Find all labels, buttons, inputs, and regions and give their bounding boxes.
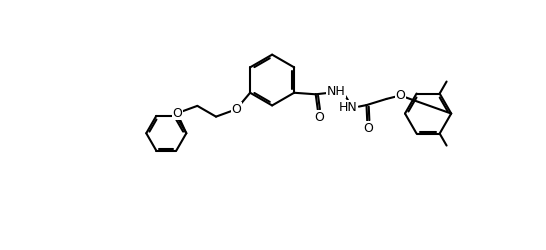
Text: O: O <box>395 88 405 102</box>
Text: O: O <box>314 111 324 124</box>
Text: O: O <box>232 103 241 116</box>
Text: O: O <box>363 122 373 135</box>
Text: O: O <box>172 107 182 120</box>
Text: NH: NH <box>327 85 345 98</box>
Text: HN: HN <box>339 101 358 114</box>
